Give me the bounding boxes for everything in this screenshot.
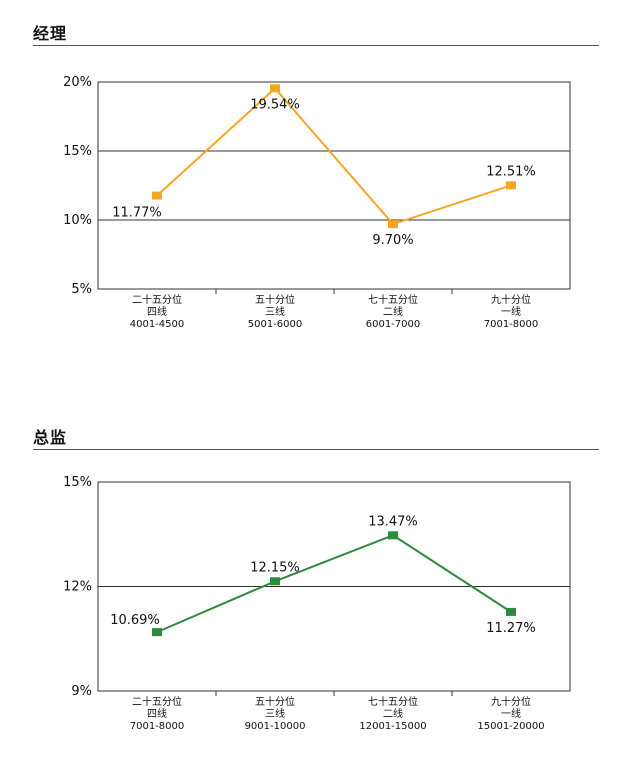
- data-point: [152, 191, 162, 200]
- x-category-label: 6001-7000: [366, 319, 421, 330]
- section-title-manager: 经理: [33, 24, 68, 43]
- data-point: [388, 531, 398, 540]
- x-category-label: 二线: [383, 305, 403, 318]
- x-category-label: 三线: [265, 707, 285, 720]
- data-label: 19.54%: [250, 97, 300, 112]
- y-tick-label: 15%: [63, 144, 92, 159]
- x-category-label: 12001-15000: [359, 721, 426, 732]
- x-category-label: 4001-4500: [130, 319, 185, 330]
- x-category-label: 7001-8000: [130, 721, 185, 732]
- x-category-label: 四线: [147, 707, 167, 720]
- data-point: [506, 607, 516, 616]
- data-point: [152, 628, 162, 637]
- section-divider: [33, 45, 599, 46]
- y-tick-label: 5%: [71, 282, 92, 297]
- y-tick-label: 10%: [63, 213, 92, 228]
- data-point: [270, 577, 280, 586]
- data-label: 10.69%: [110, 613, 160, 628]
- y-tick-label: 15%: [63, 475, 92, 490]
- series-line: [156, 534, 512, 634]
- x-category-label: 一线: [501, 305, 521, 318]
- x-category-label: 五十分位: [255, 293, 295, 306]
- x-category-label: 五十分位: [255, 695, 295, 708]
- x-category-label: 一线: [501, 707, 521, 720]
- x-category-label: 7001-8000: [484, 319, 539, 330]
- section-divider: [33, 449, 599, 450]
- x-category-label: 二十五分位: [132, 695, 182, 708]
- data-label: 9.70%: [372, 233, 413, 248]
- x-category-label: 四线: [147, 305, 167, 318]
- x-category-label: 九十分位: [491, 293, 531, 306]
- y-tick-label: 20%: [63, 75, 92, 90]
- data-label: 13.47%: [368, 514, 418, 529]
- data-label: 11.27%: [486, 621, 536, 636]
- y-tick-label: 9%: [71, 684, 92, 699]
- y-tick-label: 12%: [63, 580, 92, 595]
- data-label: 12.15%: [250, 560, 300, 575]
- x-category-label: 九十分位: [491, 695, 531, 708]
- data-label: 11.77%: [112, 206, 162, 221]
- data-label: 12.51%: [486, 164, 536, 179]
- data-point: [506, 181, 516, 190]
- x-category-label: 二线: [383, 707, 403, 720]
- x-category-label: 七十五分位: [368, 695, 418, 708]
- x-category-label: 七十五分位: [368, 293, 418, 306]
- x-category-label: 5001-6000: [248, 319, 303, 330]
- x-category-label: 二十五分位: [132, 293, 182, 306]
- section-title-director: 总监: [33, 428, 68, 447]
- x-category-label: 15001-20000: [477, 721, 544, 732]
- data-point: [388, 220, 398, 229]
- x-category-label: 9001-10000: [245, 721, 306, 732]
- x-category-label: 三线: [265, 305, 285, 318]
- data-point: [270, 84, 280, 93]
- series-line: [156, 86, 512, 226]
